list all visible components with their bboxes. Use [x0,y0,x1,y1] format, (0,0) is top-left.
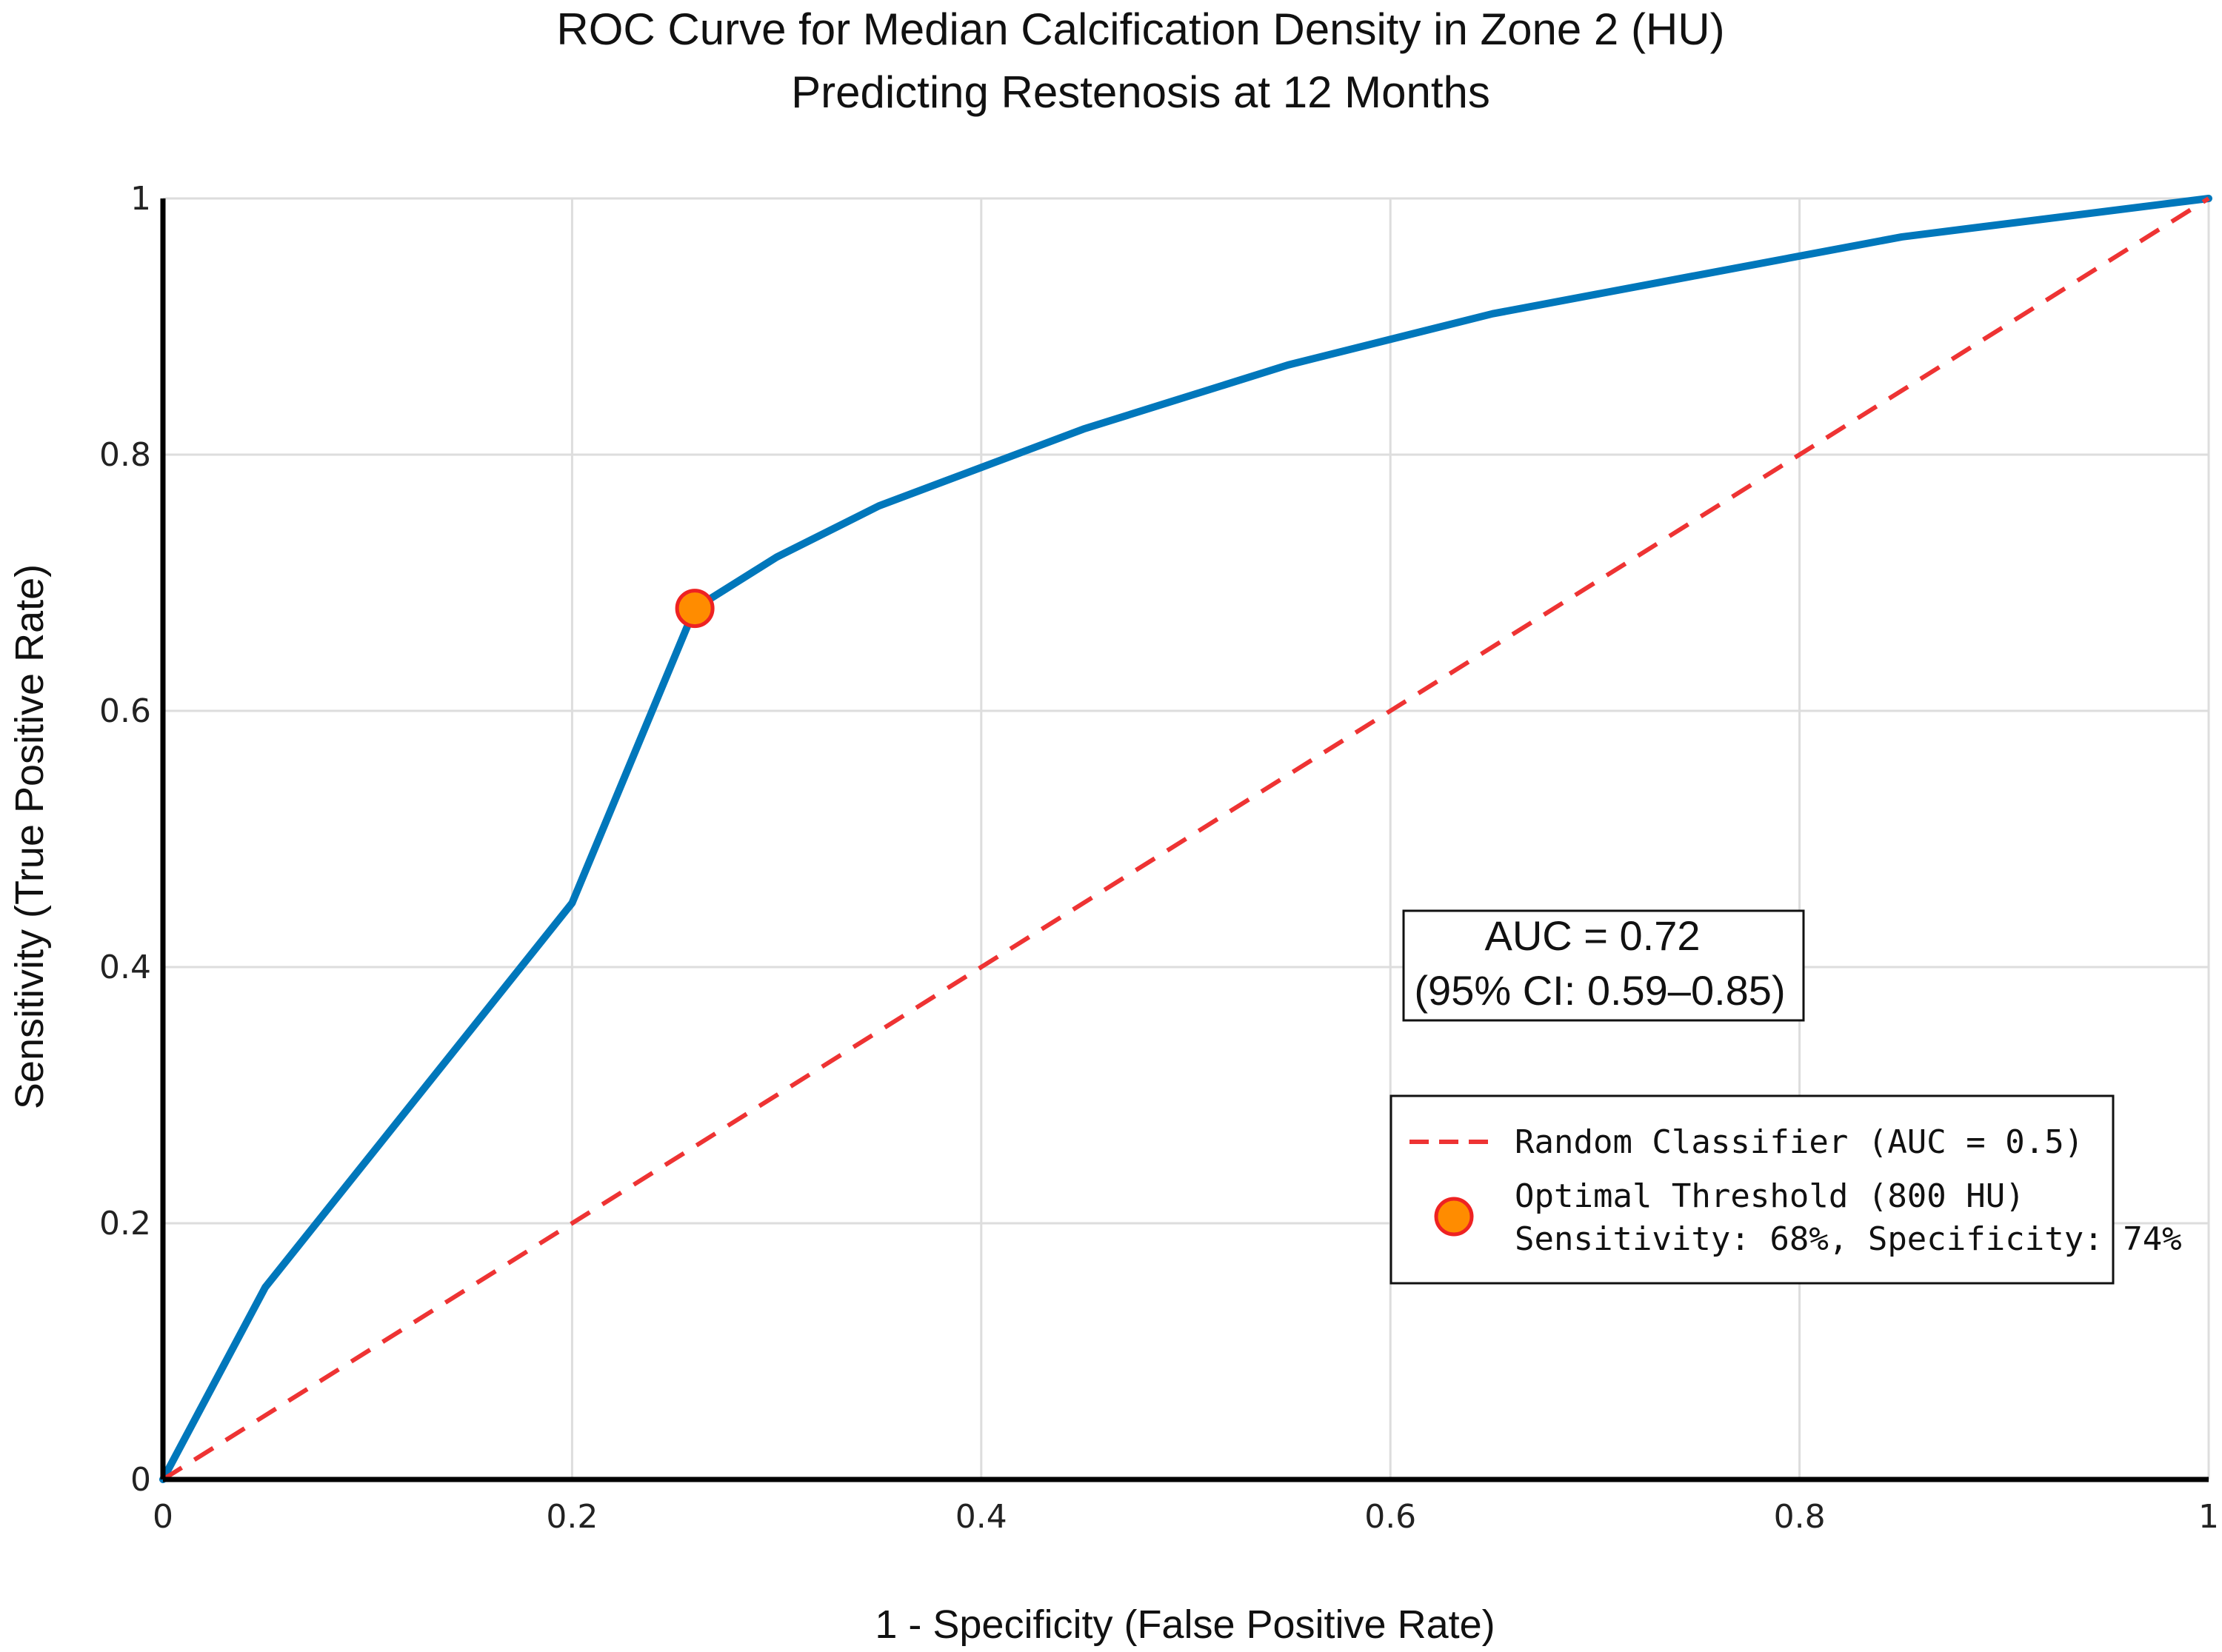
roc-curve-line [159,195,2212,1483]
legend: Random Classifier (AUC = 0.5) Optimal Th… [1389,1094,2182,1285]
x-axis-label: 1 - Specificity (False Positive Rate) [875,1602,1495,1647]
x-tick-label: 0.2 [546,1498,598,1536]
y-tick-label: 0.6 [99,692,151,730]
y-tick-label: 0.8 [99,436,151,474]
legend-random-label: Random Classifier (AUC = 0.5) [1515,1123,2083,1161]
axis-layer [160,198,2209,1482]
auc-ci-text: (95% CI: 0.59–0.85) [1414,967,1785,1014]
optimal-threshold-marker [675,589,715,629]
y-tick-label: 0 [130,1461,151,1499]
series-layer [159,195,2212,1483]
legend-threshold-label: Optimal Threshold (800 HU) [1515,1177,2025,1215]
y-axis-label: Sensitivity (True Positive Rate) [7,564,52,1109]
tick-layer: 0 0.2 0.4 0.6 0.8 1 0 0.2 0.4 0.6 0.8 1 [99,180,2219,1536]
auc-annotation: AUC = 0.72 (95% CI: 0.59–0.85) [1402,909,1805,1022]
x-tick-label: 0.8 [1774,1498,1826,1536]
x-tick-label: 0 [153,1498,173,1536]
legend-box [1389,1094,2115,1285]
chart-subtitle: Predicting Restenosis at 12 Months [791,67,1490,117]
random-classifier-line [161,196,2210,1482]
x-tick-label: 1 [2198,1498,2219,1536]
x-tick-label: 0.6 [1364,1498,1416,1536]
legend-threshold-sublabel: Sensitivity: 68%, Specificity: 74% [1515,1220,2182,1258]
y-tick-label: 1 [130,180,151,218]
marker-layer [675,589,715,629]
chart-title: ROC Curve for Median Calcification Densi… [556,4,1724,54]
auc-annotation-box [1402,909,1805,1022]
grid-layer [163,197,2210,1479]
y-tick-label: 0.4 [99,949,151,986]
y-tick-label: 0.2 [99,1205,151,1243]
auc-value-text: AUC = 0.72 [1484,912,1700,959]
x-tick-label: 0.4 [955,1498,1007,1536]
legend-threshold-swatch [1434,1197,1474,1237]
